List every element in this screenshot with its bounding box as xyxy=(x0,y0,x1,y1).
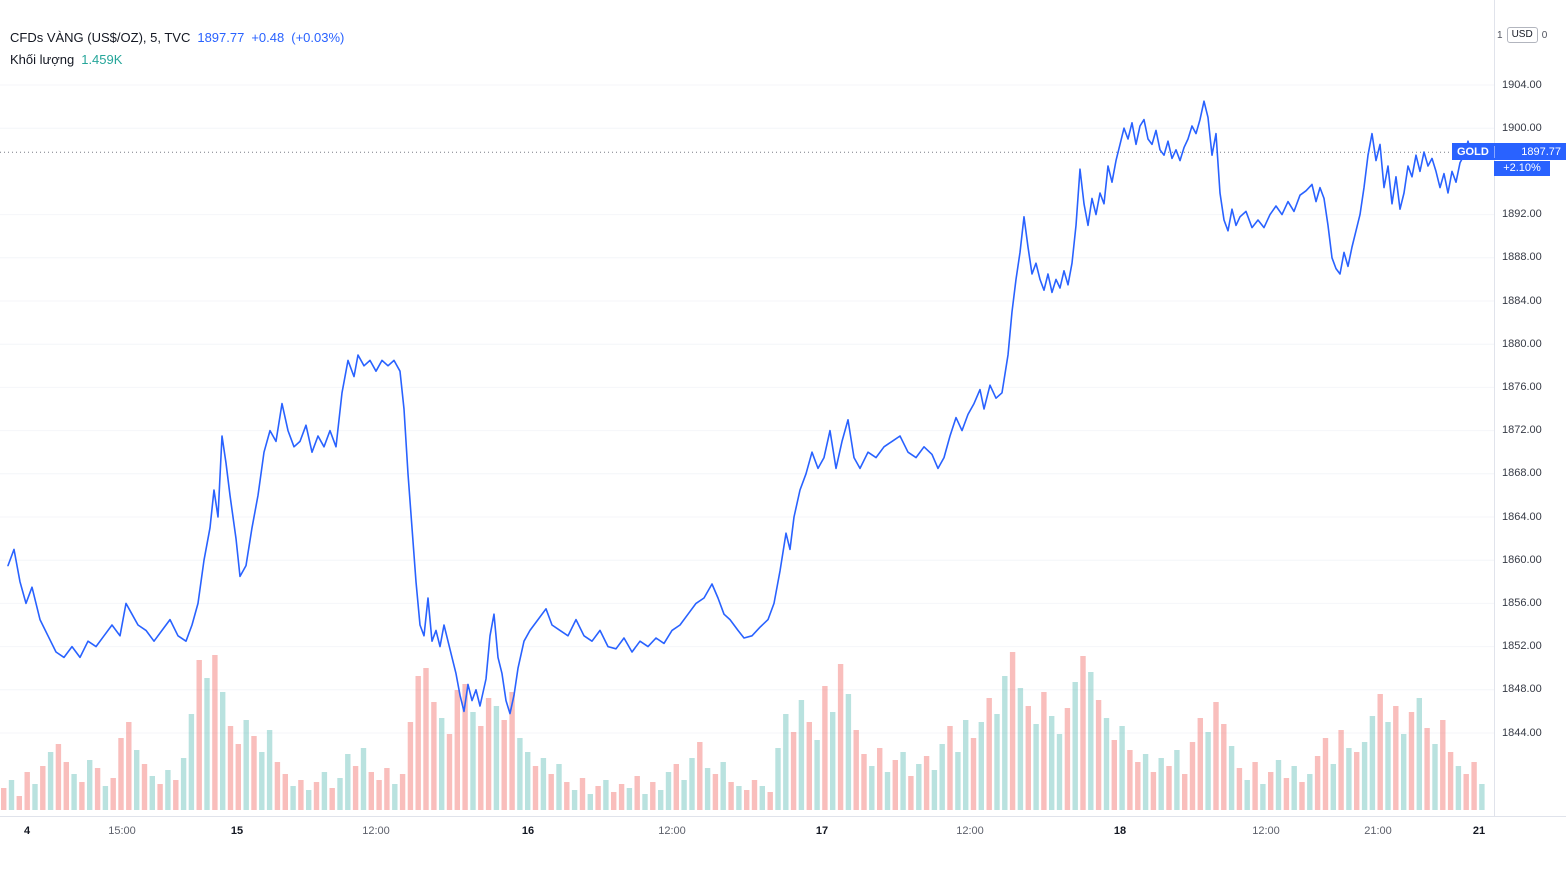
legend-last-price: 1897.77 xyxy=(197,29,245,45)
time-tick-label: 15:00 xyxy=(108,825,136,837)
symbol-title[interactable]: CFDs VÀNG (US$/OZ), 5, TVC xyxy=(10,29,191,45)
time-tick-day-label: 17 xyxy=(815,825,829,837)
price-axis[interactable]: 1 USD 0 1844.00 1848.00 1852.00 1856.00 1860… xyxy=(1494,0,1566,816)
currency-toggle-button[interactable]: USD xyxy=(1506,27,1538,43)
price-tick-label: 1904.00 xyxy=(1502,78,1542,91)
time-tick-day-label: 21 xyxy=(1472,825,1486,837)
price-tick-label: 1868.00 xyxy=(1502,467,1542,480)
volume-label[interactable]: Khối lượng xyxy=(10,51,75,67)
time-tick-day-label: 15 xyxy=(230,825,244,837)
chart-legend: CFDs VÀNG (US$/OZ), 5, TVC 1897.77 +0.48… xyxy=(10,26,344,70)
legend-volume-row: Khối lượng 1.459K xyxy=(10,48,344,70)
time-tick-label: 12:00 xyxy=(1252,825,1280,837)
price-tick-label: 1848.00 xyxy=(1502,683,1542,696)
price-tick-label: 1900.00 xyxy=(1502,121,1542,134)
price-axis-header: 1 USD 0 xyxy=(1497,27,1566,43)
price-tick-label: 1852.00 xyxy=(1502,640,1542,653)
axis-header-fragment-left: 1 xyxy=(1497,29,1503,41)
time-tick-day-label: 4 xyxy=(23,825,31,837)
time-axis[interactable]: 4 15:00 15 12:00 16 12:00 17 12:00 18 12:00 21:00 2… xyxy=(0,816,1566,850)
axis-header-fragment-right: 0 xyxy=(1541,29,1548,41)
price-tag-symbol: GOLD xyxy=(1457,145,1495,158)
price-tick-label: 1856.00 xyxy=(1502,596,1542,609)
legend-symbol-row: CFDs VÀNG (US$/OZ), 5, TVC 1897.77 +0.48… xyxy=(10,26,344,48)
last-price-tag: GOLD 1897.77 +2.10% xyxy=(1452,143,1566,177)
time-tick-day-label: 16 xyxy=(521,825,535,837)
price-tick-label: 1876.00 xyxy=(1502,380,1542,393)
chart-canvas[interactable] xyxy=(0,0,1494,816)
time-tick-label: 12:00 xyxy=(362,825,390,837)
price-tag-value: 1897.77 xyxy=(1521,145,1561,158)
time-tick-label: 21:00 xyxy=(1364,825,1392,837)
price-tick-label: 1880.00 xyxy=(1502,337,1542,350)
price-tick-label: 1888.00 xyxy=(1502,251,1542,264)
price-tick-label: 1884.00 xyxy=(1502,294,1542,307)
price-tag-change-pct: +2.10% xyxy=(1494,161,1550,177)
last-price-tag-main: GOLD 1897.77 xyxy=(1452,143,1566,161)
legend-price-change: +0.48 xyxy=(251,29,285,45)
legend-price-change-pct: (+0.03%) xyxy=(291,29,345,45)
time-tick-label: 12:00 xyxy=(658,825,686,837)
price-tick-label: 1872.00 xyxy=(1502,424,1542,437)
price-tick-label: 1892.00 xyxy=(1502,208,1542,221)
time-tick-label: 12:00 xyxy=(956,825,984,837)
price-tick-label: 1860.00 xyxy=(1502,553,1542,566)
price-tick-label: 1864.00 xyxy=(1502,510,1542,523)
time-tick-day-label: 18 xyxy=(1113,825,1127,837)
price-tick-label: 1844.00 xyxy=(1502,726,1542,739)
legend-volume-value: 1.459K xyxy=(81,51,123,67)
